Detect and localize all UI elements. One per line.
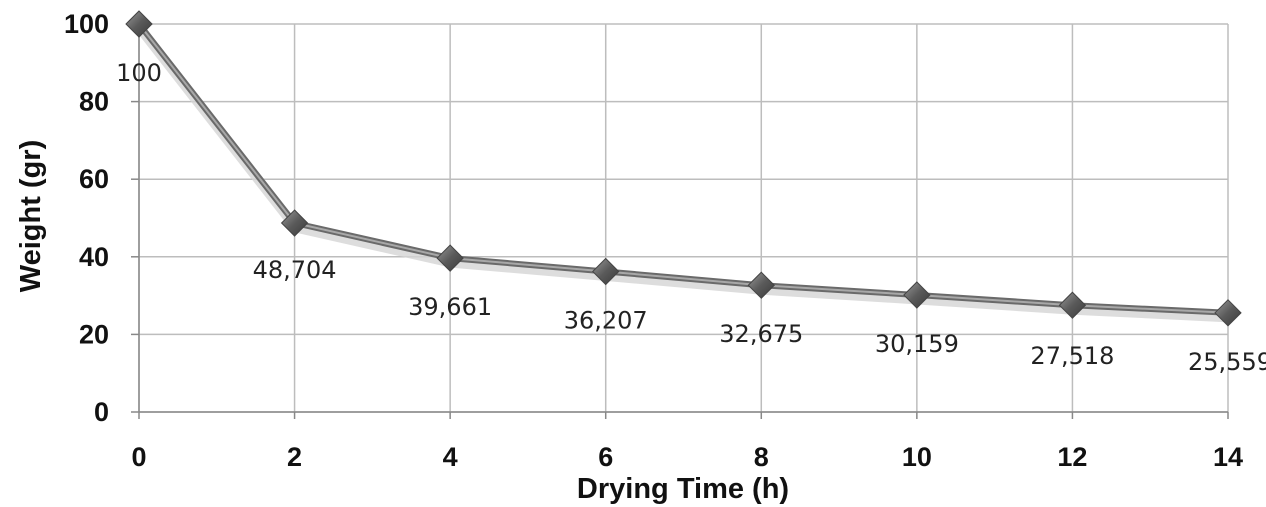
x-tick-label: 14 — [1213, 442, 1243, 472]
data-label: 39,661 — [408, 293, 492, 321]
diamond-marker — [1058, 291, 1087, 319]
y-tick-label: 0 — [94, 397, 109, 427]
diamond-marker — [592, 257, 620, 286]
x-tick-label: 10 — [902, 442, 932, 472]
data-label: 25,559 — [1188, 348, 1266, 376]
diamond-marker — [1214, 299, 1242, 327]
data-label: 100 — [116, 59, 162, 87]
x-tick-label: 8 — [754, 442, 769, 472]
data-series — [125, 10, 1242, 327]
data-label: 48,704 — [253, 256, 337, 284]
y-axis-title: Weight (gr) — [15, 140, 47, 293]
data-label: 36,207 — [564, 307, 648, 335]
series-line-shadow — [136, 26, 1230, 323]
diamond-marker — [280, 209, 309, 237]
x-tick-label: 6 — [598, 442, 613, 472]
y-tick-label: 40 — [79, 242, 109, 272]
y-tick-label: 60 — [79, 164, 109, 194]
data-label: 32,675 — [719, 320, 803, 348]
x-tick-label: 12 — [1057, 442, 1087, 472]
data-labels: 100 48,704 39,661 36,207 32,675 30,159 27,518 2… — [116, 59, 1266, 376]
x-tick-label: 0 — [131, 442, 146, 472]
x-tick-label: 4 — [443, 442, 458, 472]
diamond-marker — [747, 271, 775, 299]
diamond-marker — [125, 10, 153, 38]
data-label: 27,518 — [1030, 342, 1114, 370]
y-tick-label: 80 — [79, 87, 109, 117]
series-line-highlight — [138, 23, 1229, 314]
diamond-marker — [903, 281, 931, 309]
data-label: 30,159 — [875, 330, 959, 358]
gridlines — [138, 23, 1229, 413]
y-tick-label: 100 — [64, 9, 109, 39]
x-tick-label: 2 — [287, 442, 302, 472]
y-tick-label: 20 — [79, 319, 109, 349]
diamond-marker — [436, 244, 464, 272]
x-axis-title: Drying Time (h) — [577, 473, 789, 505]
